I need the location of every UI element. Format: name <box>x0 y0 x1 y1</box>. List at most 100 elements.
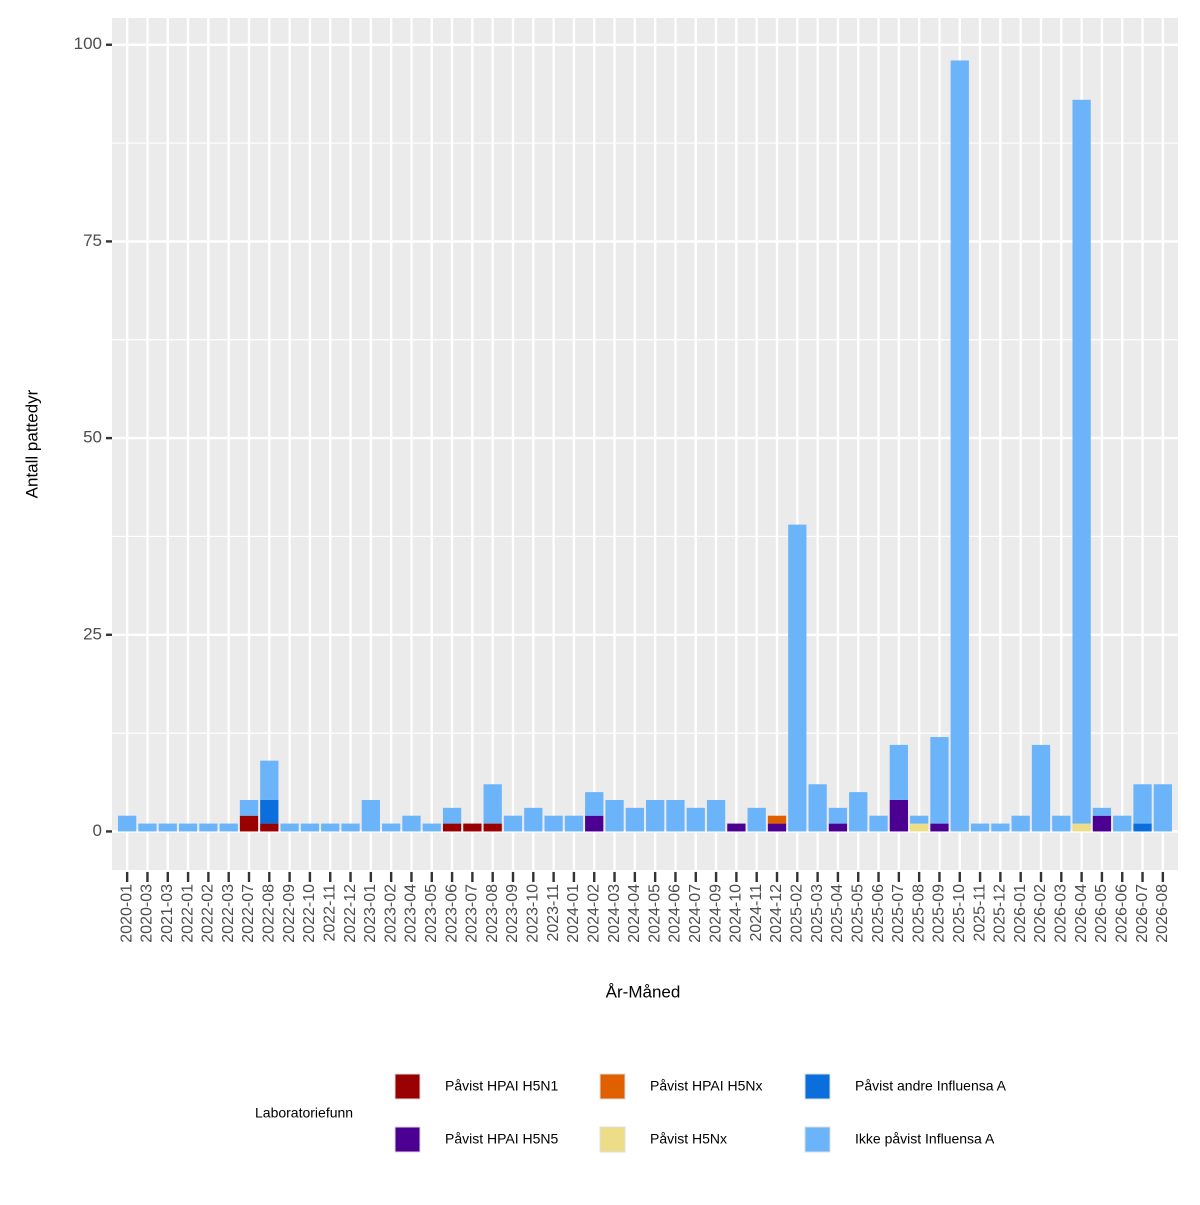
bar-segment <box>524 807 543 832</box>
bar-segment <box>422 823 441 832</box>
x-axis-title: År-Måned <box>606 982 681 1001</box>
x-tick-label: 2023-05 <box>423 884 440 943</box>
bars <box>118 60 1172 832</box>
bar-segment <box>118 815 137 832</box>
bar-segment <box>239 815 259 832</box>
legend-key <box>804 1073 831 1100</box>
x-tick-label: 2024-02 <box>585 884 602 943</box>
legend-label: Påvist H5Nx <box>650 1131 727 1147</box>
x-tick-label: 2022-02 <box>200 884 217 943</box>
panel <box>112 18 1178 870</box>
x-tick-label: 2024-09 <box>707 884 724 943</box>
bar-segment <box>828 807 848 824</box>
x-tick-label: 2022-09 <box>281 884 298 943</box>
x-tick-label: 2024-10 <box>728 884 745 943</box>
bar-segment <box>788 524 807 832</box>
x-tick-label: 2025-08 <box>910 884 927 943</box>
bar-segment <box>727 823 746 832</box>
bar-segment <box>889 799 908 832</box>
bar-segment <box>321 823 340 832</box>
x-tick-label: 2022-01 <box>179 884 196 943</box>
bar-segment <box>585 815 604 832</box>
bar-segment <box>849 792 868 832</box>
y-axis-title: Antall pattedyr <box>22 389 41 498</box>
bar-segment <box>138 823 157 832</box>
legend-title: Laboratoriefunn <box>255 1105 353 1121</box>
x-tick-label: 2023-06 <box>443 884 460 943</box>
bar-segment <box>808 784 827 832</box>
x-tick-label: 2022-10 <box>301 884 318 943</box>
bar-segment <box>483 823 502 832</box>
x-tick-label: 2025-05 <box>849 884 866 943</box>
x-tick-label: 2026-03 <box>1053 884 1070 943</box>
bar-segment <box>1153 784 1172 832</box>
bar-segment <box>930 823 949 832</box>
y-tick-label: 0 <box>93 821 102 840</box>
x-tick-label: 2025-12 <box>992 884 1009 943</box>
bar-segment <box>199 823 218 832</box>
bar-segment <box>1031 744 1051 832</box>
bar-segment <box>889 744 908 800</box>
x-tick-label: 2022-08 <box>261 884 278 943</box>
bar-segment <box>361 799 380 832</box>
x-tick-label: 2022-07 <box>240 884 257 943</box>
bar-segment <box>402 815 421 832</box>
bar-segment <box>747 807 766 832</box>
x-tick-label: 2024-12 <box>768 884 785 943</box>
bar-segment <box>178 823 198 832</box>
x-tick-label: 2021-03 <box>159 884 176 943</box>
x-tick-label: 2022-11 <box>321 884 338 942</box>
x-tick-label: 2023-09 <box>504 884 521 943</box>
bar-segment <box>950 60 969 832</box>
bar-segment <box>767 823 787 832</box>
x-tick-label: 2024-11 <box>748 884 765 942</box>
x-tick-label: 2026-07 <box>1134 884 1151 943</box>
x-tick-label: 2023-10 <box>525 884 542 943</box>
bar-segment <box>503 815 523 832</box>
x-tick-label: 2023-04 <box>403 884 420 943</box>
x-tick-label: 2026-05 <box>1093 884 1110 943</box>
x-tick-label: 2023-11 <box>545 884 562 942</box>
x-tick-label: 2025-10 <box>951 884 968 943</box>
bar-segment <box>1072 823 1091 832</box>
x-tick-label: 2025-11 <box>971 884 988 942</box>
bar-segment <box>605 799 624 832</box>
legend-key <box>804 1126 831 1153</box>
bar-segment <box>930 737 949 824</box>
legend-key <box>599 1126 626 1153</box>
x-tick-label: 2025-02 <box>789 884 806 943</box>
bar-segment <box>239 799 259 816</box>
bar-segment <box>1113 815 1132 832</box>
bar-segment <box>828 823 848 832</box>
x-tick-label: 2025-09 <box>931 884 948 943</box>
bar-segment <box>544 815 563 832</box>
x-tick-label: 2025-06 <box>870 884 887 943</box>
bar-segment <box>1092 815 1112 832</box>
x-tick-label: 2023-07 <box>464 884 481 943</box>
bar-segment <box>341 823 360 832</box>
bar-segment <box>910 815 929 824</box>
x-tick-label: 2023-01 <box>362 884 379 943</box>
legend-key <box>599 1073 626 1100</box>
x-tick-label: 2026-04 <box>1073 884 1090 943</box>
x-tick-label: 2024-04 <box>626 884 643 943</box>
y-tick-label: 100 <box>74 34 102 53</box>
bar-segment <box>869 815 888 832</box>
bar-segment <box>382 823 401 832</box>
y-tick-label: 25 <box>83 624 102 643</box>
bar-segment <box>300 823 320 832</box>
x-tick-label: 2026-01 <box>1012 884 1029 943</box>
bar-segment <box>970 823 990 832</box>
bar-segment <box>564 815 584 832</box>
bar-segment <box>158 823 177 832</box>
x-tick-label: 2020-01 <box>118 884 135 943</box>
bar-segment <box>483 784 502 824</box>
bar-segment <box>666 799 685 832</box>
legend-label: Påvist andre Influensa A <box>855 1078 1007 1094</box>
x-tick-label: 2022-03 <box>220 884 237 943</box>
x-tick-label: 2023-08 <box>484 884 501 943</box>
legend-key <box>394 1126 421 1153</box>
x-tick-label: 2024-06 <box>667 884 684 943</box>
bar-segment <box>646 799 665 832</box>
